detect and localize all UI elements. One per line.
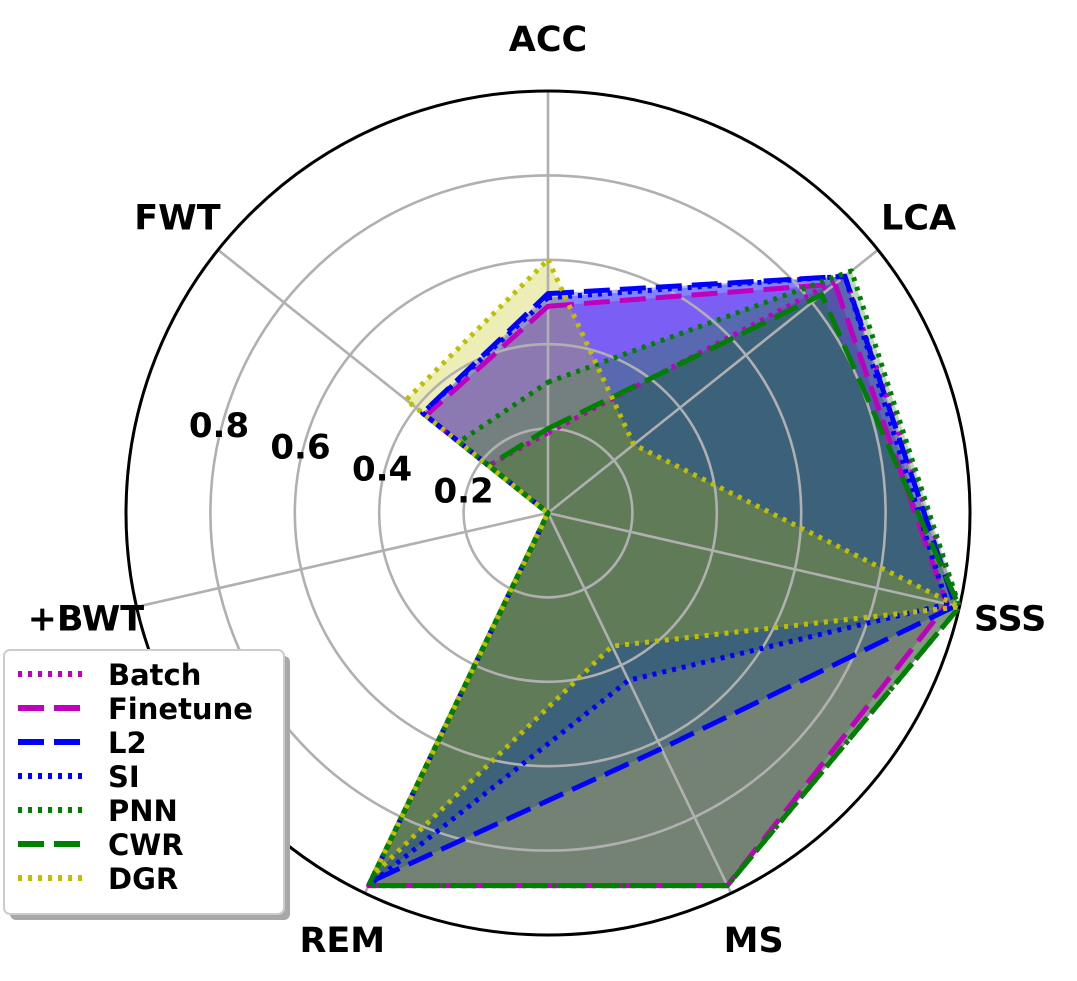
axis-label-rem: REM (299, 921, 385, 961)
area-cwr (368, 294, 960, 886)
area-l2 (370, 276, 956, 882)
legend-label-finetune: Finetune (108, 692, 253, 726)
area-dgr (374, 259, 960, 875)
line-dgr (371, 257, 962, 877)
legend-label-si: SI (108, 760, 140, 794)
axis-label-lca: LCA (881, 199, 956, 239)
legend-label-pnn: PNN (108, 794, 178, 828)
axis-label-fwt: FWT (134, 199, 221, 239)
outer-frame (124, 89, 972, 937)
rtick-label: 0.4 (352, 450, 412, 490)
axis-label-bwt: +BWT (28, 600, 145, 640)
axis-label-acc: ACC (509, 20, 587, 60)
rtick-label: 0.8 (189, 406, 249, 446)
spoke-ms (546, 512, 733, 894)
axis-label-ms: MS (724, 921, 784, 961)
radial-grid (124, 89, 972, 937)
spoke-bwt (136, 511, 549, 609)
area-pnn (368, 270, 960, 886)
radial-tick-labels: 0.2 0.4 0.6 0.8 (189, 406, 494, 512)
axis-label-sss: SSS (974, 600, 1046, 640)
spoke-sss (547, 511, 960, 609)
line-pnn (366, 268, 962, 889)
rtick-label: 0.6 (270, 428, 330, 468)
area-si (368, 276, 948, 886)
legend-label-dgr: DGR (108, 862, 178, 896)
legend-label-batch: Batch (108, 658, 201, 692)
area-batch (368, 276, 960, 886)
axis-labels: ACC LCA SSS MS REM +BWT FWT (28, 20, 1047, 961)
legend-box (3, 649, 285, 915)
series-fills (368, 259, 960, 886)
series-lines (366, 257, 962, 889)
legend-label-cwr: CWR (108, 828, 184, 862)
legend-label-l2: L2 (108, 726, 147, 760)
rtick-label: 0.2 (433, 471, 493, 511)
line-l2 (367, 273, 958, 885)
